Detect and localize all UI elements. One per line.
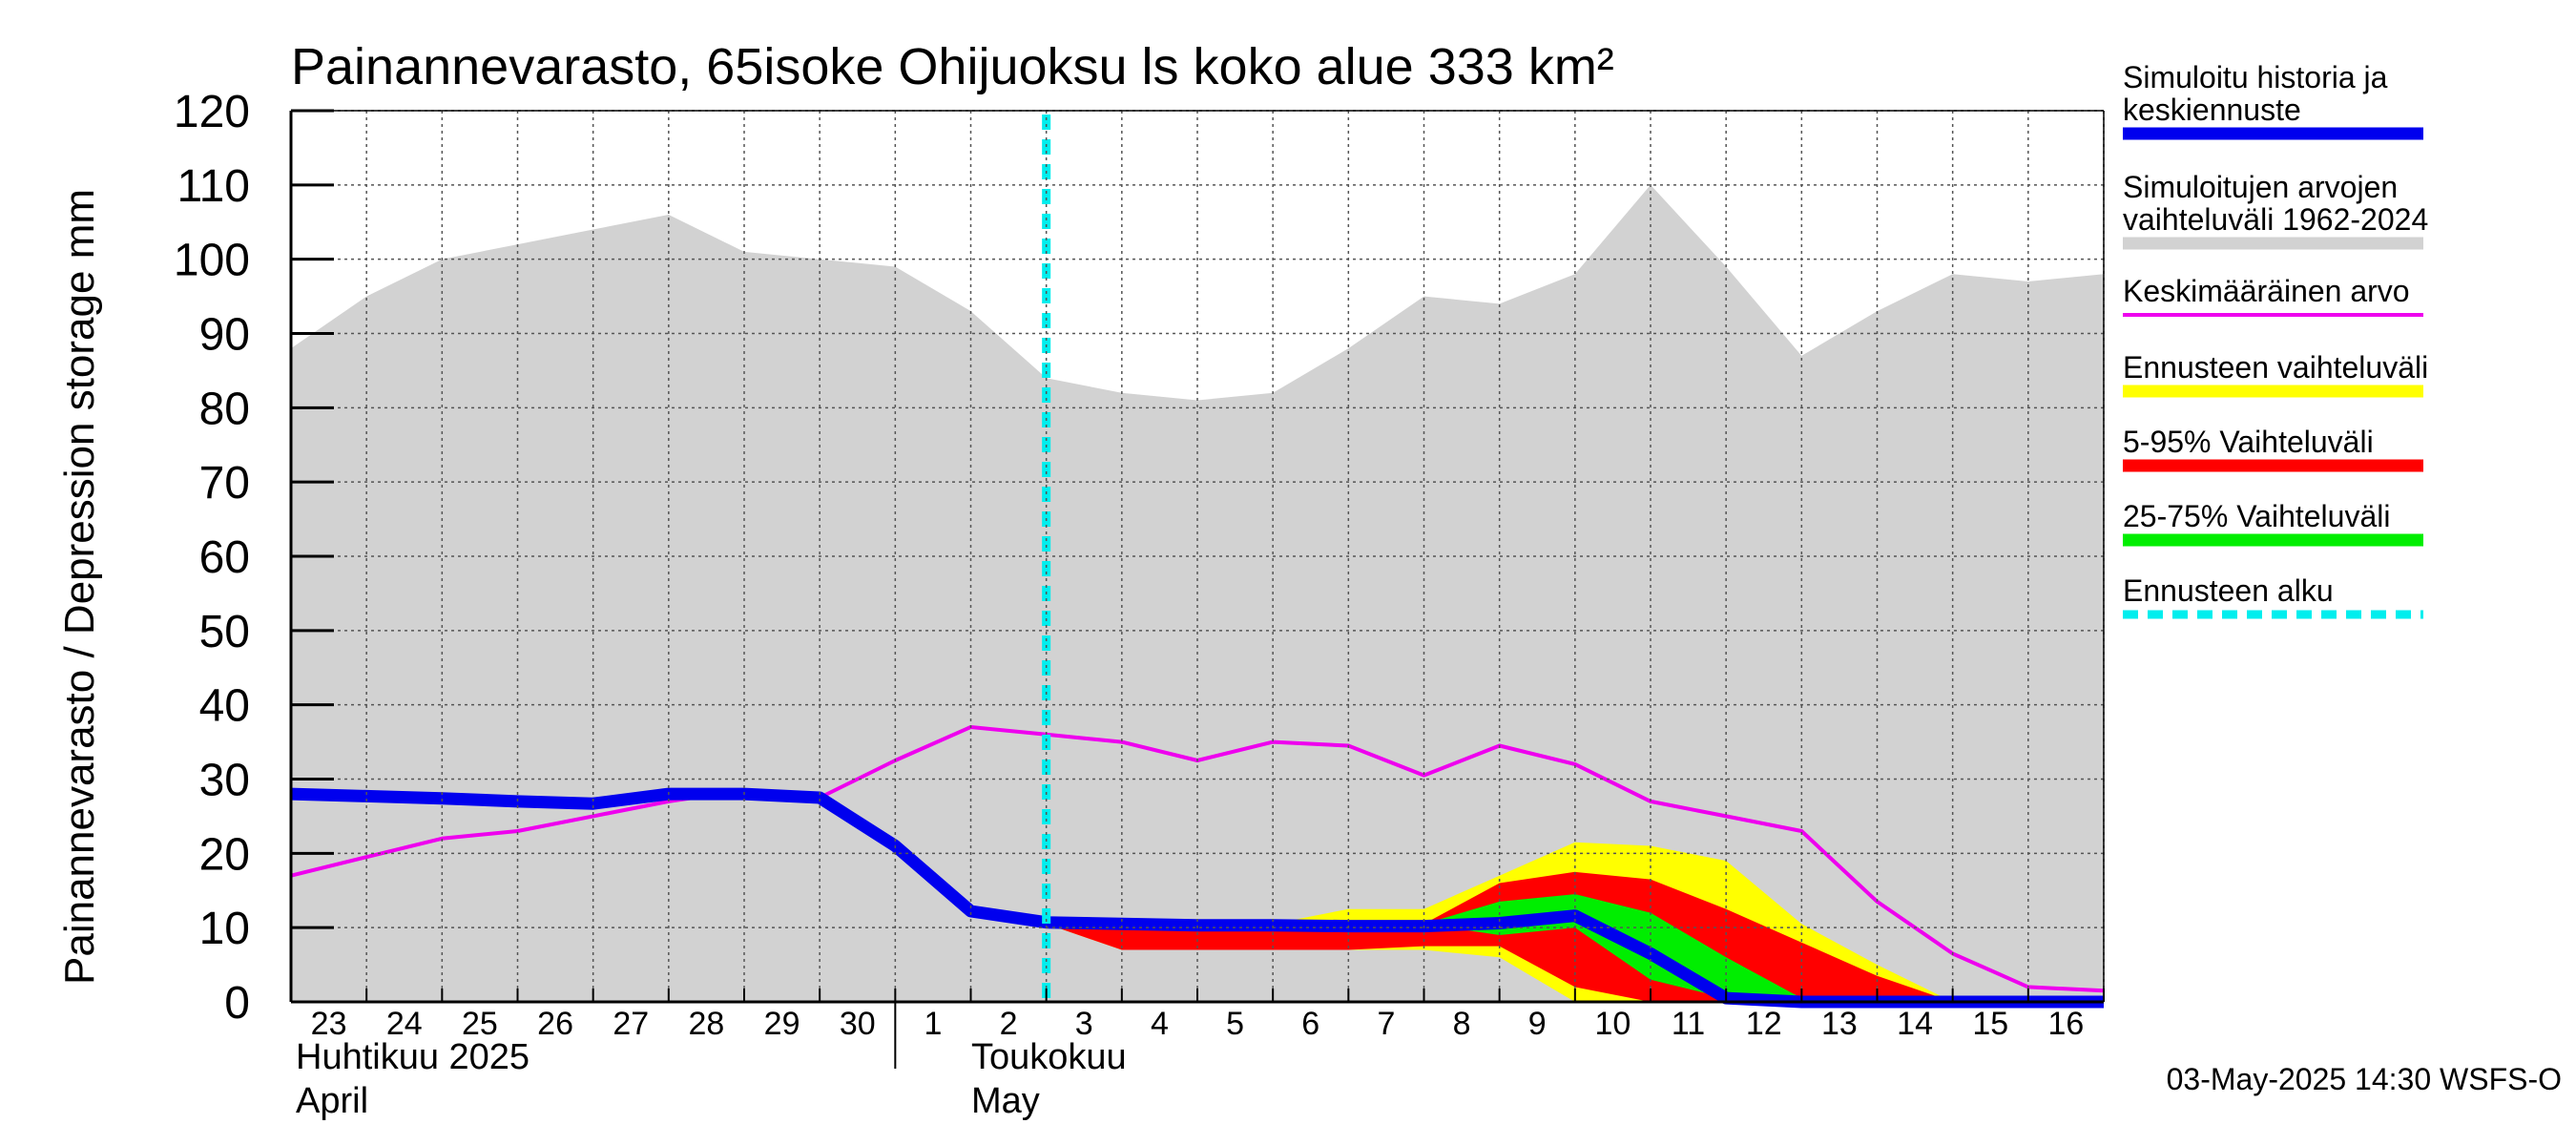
y-tick-label: 60 [199, 532, 250, 583]
y-tick-label: 110 [177, 161, 250, 212]
x-tick-label: 15 [1972, 1006, 2008, 1042]
y-tick-label: 100 [174, 236, 250, 286]
legend-label: Ennusteen alku [2123, 573, 2334, 608]
legend-entry: Ennusteen alku [2123, 573, 2423, 619]
legend-label: Keskimääräinen arvo [2123, 274, 2410, 308]
chart-title: Painannevarasto, 65isoke Ohijuoksu ls ko… [291, 38, 1614, 95]
x-tick-label: 12 [1746, 1006, 1782, 1042]
legend-label: 5-95% Vaihteluväli [2123, 425, 2374, 459]
y-axis-label: Painannevarasto / Depression storage mm [56, 189, 103, 985]
y-tick-label: 50 [199, 607, 250, 657]
legend-entry: Simuloitujen arvojen vaihteluväli 1962-20… [2123, 170, 2428, 250]
x-tick-label: 5 [1226, 1006, 1244, 1042]
y-tick-label: 10 [199, 904, 250, 954]
y-tick-label: 0 [224, 978, 250, 1029]
x-tick-label: 28 [689, 1006, 725, 1042]
legend-label: Ennusteen vaihteluväli [2123, 350, 2428, 385]
legend-entry: Ennusteen vaihteluväli [2123, 350, 2428, 398]
legend-entry: Keskimääräinen arvo [2123, 274, 2423, 317]
x-tick-label: 25 [462, 1006, 498, 1042]
month-label-april-en: April [296, 1081, 368, 1121]
month-label-may-en: May [971, 1081, 1040, 1121]
x-tick-label: 14 [1897, 1006, 1933, 1042]
x-tick-label: 26 [537, 1006, 573, 1042]
x-tick-label: 8 [1453, 1006, 1471, 1042]
y-tick-label: 70 [199, 458, 250, 509]
x-tick-label: 1 [924, 1006, 942, 1042]
x-tick-label: 23 [311, 1006, 347, 1042]
legend-entry: Simuloitu historia ja keskiennuste [2123, 60, 2423, 140]
month-label-april-fi: Huhtikuu 2025 [296, 1037, 530, 1077]
x-tick-label: 6 [1301, 1006, 1319, 1042]
x-tick-label: 11 [1672, 1006, 1705, 1042]
x-tick-label: 7 [1377, 1006, 1395, 1042]
y-tick-label: 20 [199, 829, 250, 880]
y-tick-label: 120 [174, 87, 250, 137]
x-tick-label: 29 [764, 1006, 800, 1042]
x-tick-label: 2 [1000, 1006, 1018, 1042]
x-tick-label: 3 [1075, 1006, 1093, 1042]
footer-timestamp: 03-May-2025 14:30 WSFS-O [2167, 1062, 2562, 1096]
y-tick-label: 80 [199, 384, 250, 434]
legend: Simuloitu historia ja keskiennuste Simuloi… [2123, 60, 2428, 619]
x-tick-label: 4 [1151, 1006, 1169, 1042]
legend-label: Simuloitujen arvojen vaihteluväli 1962-20… [2123, 170, 2428, 237]
y-tick-label: 90 [199, 310, 250, 361]
x-tick-label: 9 [1528, 1006, 1547, 1042]
legend-label: 25-75% Vaihteluväli [2123, 499, 2390, 533]
x-tick-label: 24 [386, 1006, 423, 1042]
x-tick-label: 13 [1821, 1006, 1858, 1042]
legend-entry: 25-75% Vaihteluväli [2123, 499, 2423, 547]
x-tick-label: 27 [613, 1006, 649, 1042]
x-tick-label: 10 [1595, 1006, 1631, 1042]
grid [290, 110, 2105, 1003]
month-label-may-fi: Toukokuu [971, 1037, 1127, 1077]
y-tick-label: 30 [199, 756, 250, 806]
x-tick-label: 30 [840, 1006, 876, 1042]
y-tick-label: 40 [199, 681, 250, 732]
legend-entry: 5-95% Vaihteluväli [2123, 425, 2423, 472]
legend-label: Simuloitu historia ja keskiennuste [2123, 60, 2388, 127]
x-tick-label: 16 [2048, 1006, 2085, 1042]
